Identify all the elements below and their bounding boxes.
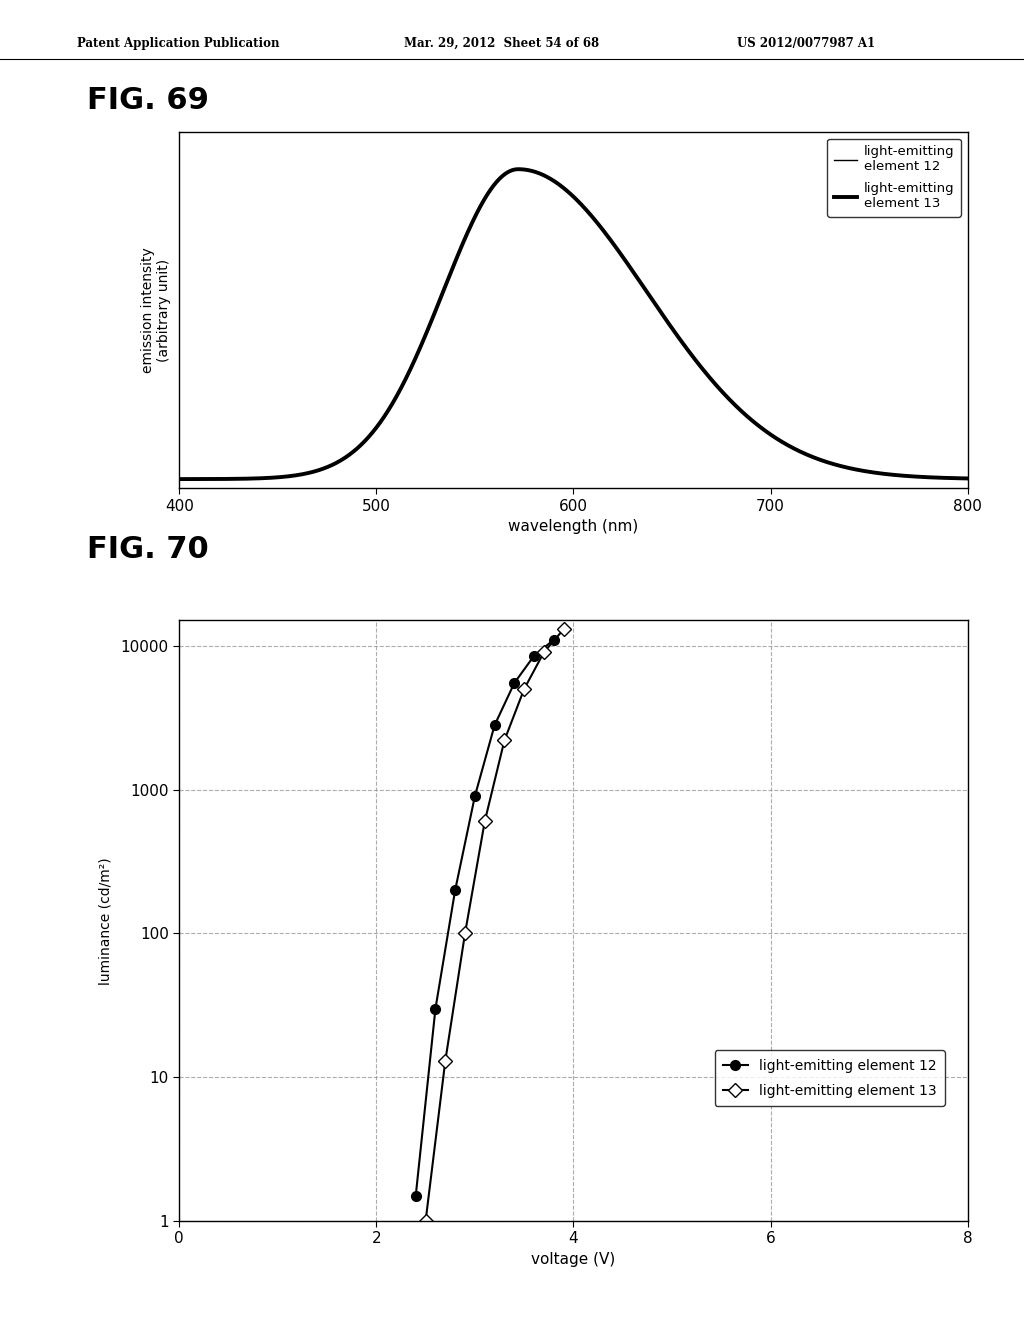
Text: FIG. 70: FIG. 70 [87, 535, 209, 564]
light-emitting element 13 [459, 925, 471, 941]
light-emitting
element 12 [939, 470, 951, 486]
light-emitting element 12 [410, 1188, 422, 1204]
Text: Patent Application Publication: Patent Application Publication [77, 37, 280, 50]
Y-axis label: luminance (cd/m²): luminance (cd/m²) [98, 857, 113, 985]
light-emitting element 13 [518, 681, 530, 697]
light-emitting element 13 [557, 622, 569, 638]
light-emitting element 12 [488, 717, 501, 733]
light-emitting
element 12 [557, 180, 569, 195]
Text: FIG. 69: FIG. 69 [87, 86, 209, 115]
X-axis label: wavelength (nm): wavelength (nm) [508, 519, 639, 535]
light-emitting element 13 [499, 733, 511, 748]
Text: US 2012/0077987 A1: US 2012/0077987 A1 [737, 37, 876, 50]
light-emitting
element 13 [939, 470, 951, 486]
light-emitting element 12 [469, 788, 481, 804]
light-emitting element 12 [548, 632, 560, 648]
Line: light-emitting
element 13: light-emitting element 13 [179, 169, 968, 479]
light-emitting element 12 [429, 1001, 441, 1016]
light-emitting
element 13 [173, 471, 185, 487]
light-emitting
element 12 [173, 471, 185, 487]
light-emitting
element 12 [962, 470, 974, 486]
light-emitting
element 13 [795, 444, 807, 459]
light-emitting element 13 [439, 1053, 452, 1069]
Line: light-emitting
element 12: light-emitting element 12 [179, 169, 968, 479]
light-emitting
element 12 [939, 470, 951, 486]
Y-axis label: emission intensity
(arbitrary unit): emission intensity (arbitrary unit) [140, 247, 171, 374]
light-emitting
element 12 [512, 161, 524, 177]
Text: Mar. 29, 2012  Sheet 54 of 68: Mar. 29, 2012 Sheet 54 of 68 [404, 37, 600, 50]
light-emitting
element 12 [213, 471, 225, 487]
light-emitting element 12 [508, 675, 520, 690]
light-emitting
element 13 [939, 470, 951, 486]
X-axis label: voltage (V): voltage (V) [531, 1251, 615, 1267]
light-emitting
element 13 [213, 471, 225, 487]
light-emitting
element 12 [795, 444, 807, 459]
Line: light-emitting element 13: light-emitting element 13 [421, 624, 568, 1226]
light-emitting
element 13 [962, 470, 974, 486]
light-emitting
element 13 [536, 166, 548, 182]
light-emitting
element 12 [536, 166, 548, 182]
Legend: light-emitting
element 12, light-emitting
element 13: light-emitting element 12, light-emittin… [827, 139, 962, 216]
light-emitting element 12 [528, 648, 541, 664]
light-emitting
element 13 [512, 161, 524, 177]
Line: light-emitting element 12: light-emitting element 12 [411, 635, 558, 1200]
light-emitting element 12 [449, 882, 461, 898]
Legend: light-emitting element 12, light-emitting element 13: light-emitting element 12, light-emittin… [715, 1051, 945, 1106]
light-emitting element 13 [538, 644, 550, 660]
light-emitting
element 13 [557, 180, 569, 195]
light-emitting element 13 [420, 1213, 432, 1229]
light-emitting element 13 [478, 813, 490, 829]
